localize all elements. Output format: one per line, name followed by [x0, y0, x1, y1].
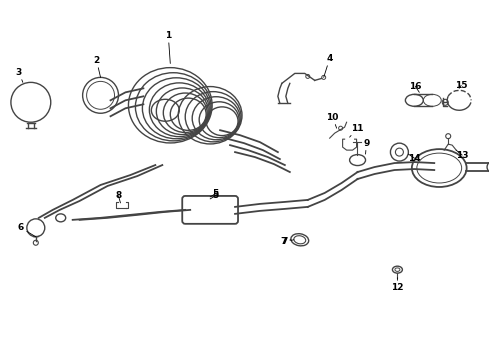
Text: 12: 12 — [391, 278, 404, 292]
Text: 5: 5 — [210, 189, 218, 198]
Text: 15: 15 — [455, 81, 467, 90]
Text: 14: 14 — [408, 154, 420, 163]
Text: 1: 1 — [165, 31, 172, 63]
Text: 4: 4 — [324, 54, 333, 77]
Text: 6: 6 — [18, 223, 36, 237]
Text: 5: 5 — [210, 192, 218, 201]
Text: 7: 7 — [282, 237, 294, 246]
Text: 16: 16 — [409, 82, 421, 92]
Text: 9: 9 — [364, 139, 370, 154]
Text: 10: 10 — [326, 113, 339, 128]
Text: 8: 8 — [115, 192, 122, 203]
Text: 7: 7 — [281, 237, 291, 246]
Text: 2: 2 — [94, 56, 100, 77]
Text: 11: 11 — [349, 124, 364, 137]
Text: 3: 3 — [16, 68, 23, 82]
Text: 13: 13 — [456, 150, 468, 159]
